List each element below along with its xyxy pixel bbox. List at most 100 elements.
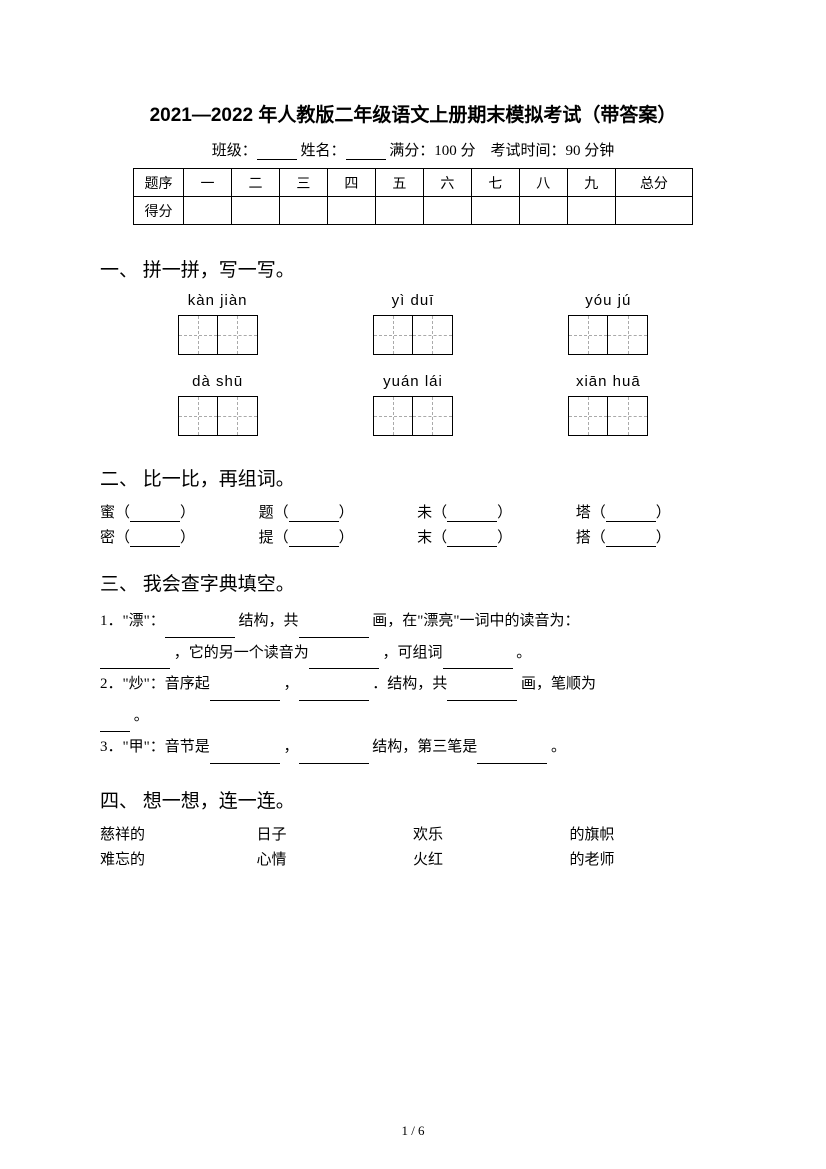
tian-box[interactable] bbox=[608, 315, 648, 355]
tian-box[interactable] bbox=[373, 315, 413, 355]
cell[interactable] bbox=[375, 197, 423, 225]
section1-title: 一、 拼一拼，写一写。 bbox=[100, 255, 726, 282]
section4-title: 四、 想一想，连一连。 bbox=[100, 786, 726, 813]
match-item: 的老师 bbox=[570, 848, 727, 869]
tian-box[interactable] bbox=[218, 396, 258, 436]
char: 密（ bbox=[100, 530, 130, 546]
text: 1．"漂"： bbox=[100, 613, 165, 629]
blank[interactable] bbox=[309, 655, 379, 669]
blank[interactable] bbox=[130, 508, 180, 522]
cell: 题序 bbox=[134, 169, 184, 197]
cell[interactable] bbox=[567, 197, 615, 225]
blank[interactable] bbox=[100, 655, 170, 669]
tian-box[interactable] bbox=[568, 315, 608, 355]
match-item: 火红 bbox=[413, 848, 570, 869]
name-blank[interactable] bbox=[346, 146, 386, 160]
blank[interactable] bbox=[299, 687, 369, 701]
score-label: 满分：100 分 bbox=[389, 143, 475, 159]
cell[interactable] bbox=[231, 197, 279, 225]
blank[interactable] bbox=[210, 687, 280, 701]
blank[interactable] bbox=[289, 508, 339, 522]
char: 未（ bbox=[417, 505, 447, 521]
paren: ） bbox=[339, 505, 354, 521]
cell[interactable] bbox=[615, 197, 692, 225]
cell: 一 bbox=[184, 169, 232, 197]
paren: ） bbox=[656, 505, 671, 521]
q1: 1．"漂"： 结构，共 画，在"漂亮"一词中的读音为： ，它的另一个读音为 ，可… bbox=[100, 606, 726, 669]
match-item: 欢乐 bbox=[413, 823, 570, 844]
section3-title: 三、 我会查字典填空。 bbox=[100, 569, 726, 596]
char: 末（ bbox=[417, 530, 447, 546]
char: 提（ bbox=[259, 530, 289, 546]
cell[interactable] bbox=[423, 197, 471, 225]
tian-box[interactable] bbox=[608, 396, 648, 436]
time-label: 考试时间：90 分钟 bbox=[491, 143, 615, 159]
tian-box[interactable] bbox=[178, 315, 218, 355]
pinyin-label: xiān huā bbox=[576, 373, 641, 390]
char: 蜜（ bbox=[100, 505, 130, 521]
cell: 七 bbox=[471, 169, 519, 197]
blank[interactable] bbox=[443, 655, 513, 669]
cell: 六 bbox=[423, 169, 471, 197]
tian-box[interactable] bbox=[178, 396, 218, 436]
blank[interactable] bbox=[299, 624, 369, 638]
tian-box[interactable] bbox=[568, 396, 608, 436]
blank[interactable] bbox=[100, 718, 130, 732]
char: 题（ bbox=[259, 505, 289, 521]
cell[interactable] bbox=[519, 197, 567, 225]
match-item: 慈祥的 bbox=[100, 823, 257, 844]
paren: ） bbox=[180, 505, 195, 521]
pinyin-label: yuán lái bbox=[383, 373, 443, 390]
class-label: 班级： bbox=[212, 143, 257, 159]
match-item: 的旗帜 bbox=[570, 823, 727, 844]
pinyin-label: yì duī bbox=[392, 292, 435, 309]
text: 结构，第三笔是 bbox=[372, 739, 477, 755]
pinyin-group: dà shū bbox=[178, 373, 258, 436]
text: ，它的另一个读音为 bbox=[174, 645, 309, 661]
blank[interactable] bbox=[447, 533, 497, 547]
compare-row: 密（） 提（） 末（） 搭（） bbox=[100, 526, 726, 547]
text: ， bbox=[284, 739, 299, 755]
cell: 二 bbox=[231, 169, 279, 197]
blank[interactable] bbox=[299, 750, 369, 764]
blank[interactable] bbox=[210, 750, 280, 764]
blank[interactable] bbox=[289, 533, 339, 547]
text: ，可组词 bbox=[383, 645, 443, 661]
q2: 2．"炒"：音序起 ， ．结构，共 画，笔顺为 。 bbox=[100, 669, 726, 732]
pinyin-label: kàn jiàn bbox=[188, 292, 248, 309]
pinyin-group: kàn jiàn bbox=[178, 292, 258, 355]
paren: ） bbox=[656, 530, 671, 546]
tian-box[interactable] bbox=[218, 315, 258, 355]
match-item: 难忘的 bbox=[100, 848, 257, 869]
blank[interactable] bbox=[606, 533, 656, 547]
score-table: 题序 一 二 三 四 五 六 七 八 九 总分 得分 bbox=[133, 168, 693, 225]
exam-info: 班级： 姓名： 满分：100 分 考试时间：90 分钟 bbox=[100, 139, 726, 160]
cell[interactable] bbox=[327, 197, 375, 225]
pinyin-row-2: dà shū yuán lái xiān huā bbox=[100, 373, 726, 436]
pinyin-label: dà shū bbox=[192, 373, 243, 390]
blank[interactable] bbox=[606, 508, 656, 522]
class-blank[interactable] bbox=[257, 146, 297, 160]
match-row: 慈祥的 日子 欢乐 的旗帜 bbox=[100, 823, 726, 844]
q3: 3．"甲"：音节是 ， 结构，第三笔是 。 bbox=[100, 732, 726, 764]
tian-box[interactable] bbox=[413, 396, 453, 436]
text: 。 bbox=[516, 645, 531, 661]
cell: 四 bbox=[327, 169, 375, 197]
cell: 八 bbox=[519, 169, 567, 197]
blank[interactable] bbox=[447, 687, 517, 701]
text: ， bbox=[284, 676, 299, 692]
cell[interactable] bbox=[471, 197, 519, 225]
pinyin-label: yóu jú bbox=[585, 292, 631, 309]
paren: ） bbox=[497, 505, 512, 521]
blank[interactable] bbox=[477, 750, 547, 764]
blank[interactable] bbox=[165, 624, 235, 638]
cell[interactable] bbox=[279, 197, 327, 225]
cell[interactable] bbox=[184, 197, 232, 225]
tian-box[interactable] bbox=[413, 315, 453, 355]
text: 3．"甲"：音节是 bbox=[100, 739, 210, 755]
table-row: 题序 一 二 三 四 五 六 七 八 九 总分 bbox=[134, 169, 693, 197]
tian-box[interactable] bbox=[373, 396, 413, 436]
blank[interactable] bbox=[130, 533, 180, 547]
text: 画，在"漂亮"一词中的读音为： bbox=[372, 613, 579, 629]
blank[interactable] bbox=[447, 508, 497, 522]
